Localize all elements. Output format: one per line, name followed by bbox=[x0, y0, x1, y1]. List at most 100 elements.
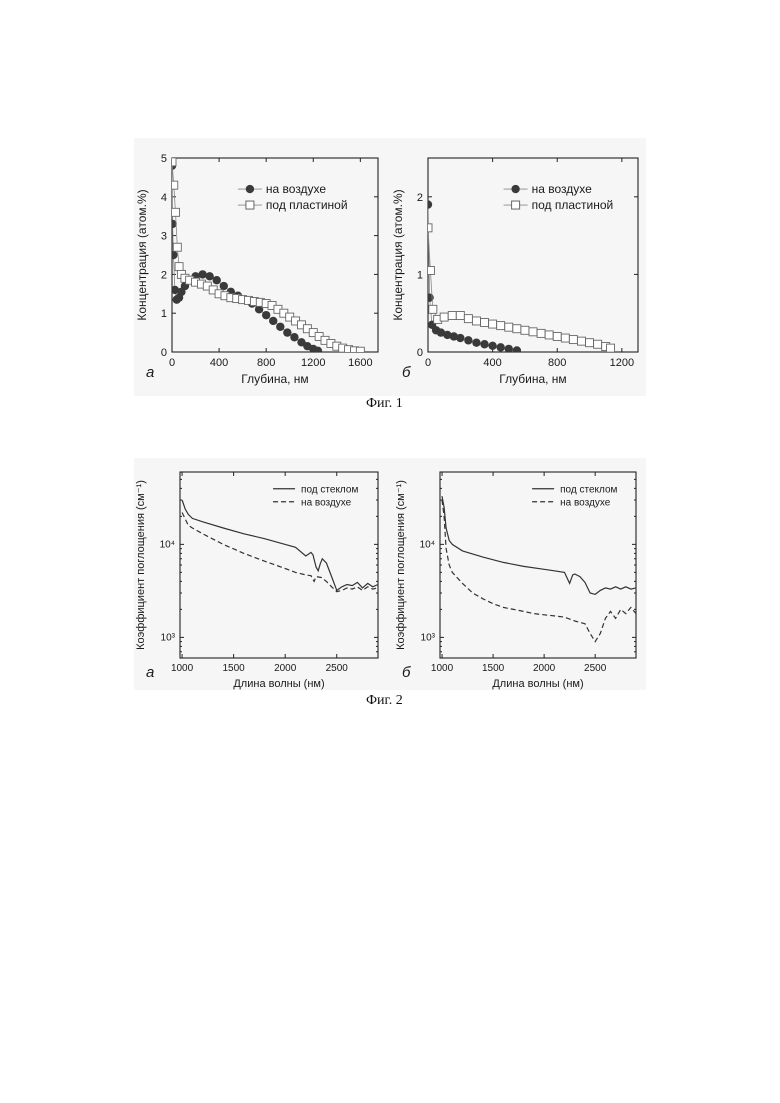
figure-2-caption: Фиг. 2 bbox=[366, 693, 403, 709]
data-point-square bbox=[545, 331, 553, 339]
y-tick-label: 1 bbox=[161, 308, 167, 320]
plot-area bbox=[424, 200, 615, 354]
y-tick-label: 2 bbox=[161, 269, 167, 281]
panel-letter: а bbox=[146, 664, 154, 681]
data-point-square bbox=[448, 312, 456, 320]
legend-marker-square bbox=[512, 201, 520, 209]
data-point-circle bbox=[269, 317, 277, 325]
data-point-circle bbox=[424, 200, 432, 208]
legend-label: под пластиной bbox=[266, 198, 348, 212]
y-tick-label: 0 bbox=[417, 347, 423, 359]
data-point-circle bbox=[488, 342, 496, 350]
data-point-square bbox=[440, 313, 448, 321]
data-point-square bbox=[521, 326, 529, 334]
y-tick-label: 4 bbox=[161, 192, 167, 204]
legend-label: под пластиной bbox=[532, 198, 614, 212]
data-point-square bbox=[481, 319, 489, 327]
data-point-square bbox=[170, 181, 178, 189]
series-line-0 bbox=[442, 496, 636, 594]
y-tick-label: 2 bbox=[417, 192, 423, 204]
x-tick-label: 400 bbox=[483, 357, 501, 369]
panel-letter: а bbox=[146, 364, 154, 381]
data-point-square bbox=[175, 263, 183, 271]
x-tick-label: 2500 bbox=[584, 663, 607, 674]
x-tick-label: 0 bbox=[425, 357, 431, 369]
x-tick-label: 1200 bbox=[301, 357, 325, 369]
panel-letter: б bbox=[402, 364, 411, 381]
data-point-circle bbox=[262, 311, 270, 319]
data-point-circle bbox=[290, 333, 298, 341]
x-tick-label: 400 bbox=[210, 357, 228, 369]
y-tick-label: 10³ bbox=[161, 632, 176, 643]
series-line-0 bbox=[182, 500, 378, 590]
data-point-square bbox=[424, 224, 432, 232]
x-axis-label: Длина волны (нм) bbox=[492, 678, 583, 690]
y-axis-label: Концентрация (атом.%) bbox=[135, 189, 149, 320]
chart-fig2-a: 100015002000250010³10⁴Длина волны (нм)Ко… bbox=[134, 458, 390, 690]
data-point-square bbox=[172, 208, 180, 216]
chart-fig2-b: 1000 1500 2000 2500 10³ 10⁴ Длина волны (нм) Ко… bbox=[390, 458, 646, 690]
data-point-square bbox=[472, 317, 480, 325]
y-tick-label: 1 bbox=[417, 269, 423, 281]
data-point-circle bbox=[169, 251, 177, 259]
data-point-circle bbox=[513, 346, 521, 354]
data-point-square bbox=[168, 158, 176, 166]
y-axis-label: Коэффициент поглощения (см⁻¹) bbox=[135, 480, 147, 650]
series-line-1 bbox=[442, 500, 636, 642]
data-point-circle bbox=[464, 336, 472, 344]
x-tick-label: 800 bbox=[548, 357, 566, 369]
data-point-circle bbox=[456, 334, 464, 342]
legend-marker-circle bbox=[246, 185, 254, 193]
data-point-square bbox=[529, 328, 537, 336]
x-tick-label: 1000 bbox=[171, 663, 194, 674]
legend-label: под стеклом bbox=[560, 485, 617, 496]
data-point-square bbox=[497, 322, 505, 330]
plot-area bbox=[182, 500, 378, 592]
x-tick-label: 1200 bbox=[610, 357, 634, 369]
data-point-circle bbox=[496, 343, 504, 351]
y-tick-label: 0 bbox=[161, 347, 167, 359]
data-point-square bbox=[505, 323, 513, 331]
data-point-square bbox=[553, 332, 561, 340]
x-tick-label: 2500 bbox=[326, 663, 349, 674]
legend-marker-circle bbox=[511, 185, 519, 193]
data-point-square bbox=[429, 305, 437, 313]
chart-fig1-b: 04008001200012Глубина, нмКонцентрация (а… bbox=[390, 138, 646, 396]
data-point-circle bbox=[168, 220, 176, 228]
x-tick-label: 0 bbox=[169, 357, 175, 369]
legend-label: на воздухе bbox=[266, 182, 327, 196]
y-tick-label: 5 bbox=[161, 153, 167, 165]
legend-label: на воздухе bbox=[301, 498, 352, 509]
y-tick-label: 3 bbox=[161, 231, 167, 243]
x-axis-label: Глубина, нм bbox=[241, 372, 308, 386]
x-tick-label: 2000 bbox=[533, 663, 556, 674]
x-tick-label: 1600 bbox=[348, 357, 372, 369]
data-point-circle bbox=[220, 282, 228, 290]
data-point-circle bbox=[198, 270, 206, 278]
data-point-square bbox=[464, 315, 472, 323]
data-point-square bbox=[173, 243, 181, 251]
data-point-square bbox=[489, 320, 497, 328]
data-point-square bbox=[586, 339, 594, 347]
data-point-square bbox=[561, 334, 569, 342]
y-axis-label: Коэффициент поглощения (см⁻¹) bbox=[395, 480, 407, 650]
data-point-square bbox=[607, 344, 615, 352]
x-tick-label: 2000 bbox=[274, 663, 297, 674]
x-axis-label: Глубина, нм bbox=[499, 372, 566, 386]
y-tick-label: 10³ bbox=[421, 632, 436, 643]
data-point-square bbox=[537, 329, 545, 337]
data-point-square bbox=[456, 312, 464, 320]
x-tick-label: 1500 bbox=[482, 663, 505, 674]
legend-label: под стеклом bbox=[301, 485, 358, 496]
y-tick-label: 10⁴ bbox=[160, 539, 175, 550]
legend-label: на воздухе bbox=[532, 182, 593, 196]
data-point-square bbox=[513, 325, 521, 333]
data-point-circle bbox=[480, 340, 488, 348]
y-tick-label: 10⁴ bbox=[420, 539, 435, 550]
x-tick-label: 800 bbox=[257, 357, 275, 369]
data-point-circle bbox=[205, 272, 213, 280]
data-point-circle bbox=[472, 338, 480, 346]
x-tick-label: 1000 bbox=[431, 663, 454, 674]
panel-letter: б bbox=[402, 664, 411, 681]
data-point-square bbox=[577, 337, 585, 345]
